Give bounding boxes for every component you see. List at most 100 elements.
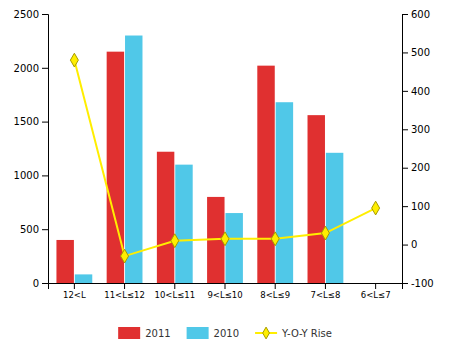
bar bbox=[75, 274, 92, 283]
bar-series bbox=[56, 52, 325, 283]
marker bbox=[321, 226, 329, 240]
legend-swatch bbox=[118, 327, 140, 339]
tick: 0 bbox=[33, 278, 48, 289]
tick: 400 bbox=[402, 86, 430, 97]
tick: 300 bbox=[402, 124, 430, 135]
y-axis: 0 500 1000 1500 2000 2500 bbox=[14, 9, 49, 289]
tick: -100 bbox=[402, 278, 434, 289]
tick: 200 bbox=[402, 162, 430, 173]
tick-mark bbox=[402, 168, 408, 169]
tick-label: 100 bbox=[411, 201, 430, 212]
plot: 12<L 11<L≤12 10<L≤11 9<L≤10 8<L≤9 7<L≤8 6<L≤7 0… bbox=[14, 9, 434, 300]
tick-mark bbox=[402, 14, 408, 15]
tick-label: 2000 bbox=[14, 63, 39, 74]
bar bbox=[157, 152, 174, 283]
bar bbox=[175, 165, 192, 283]
bar bbox=[376, 283, 393, 284]
tick-mark bbox=[275, 283, 276, 289]
legend-label: Y-O-Y Rise bbox=[281, 328, 332, 339]
tick: 8<L≤9 bbox=[260, 283, 290, 300]
tick: 500 bbox=[402, 47, 430, 58]
tick: 2500 bbox=[14, 9, 48, 20]
tick-label: 12<L bbox=[63, 290, 86, 300]
chart: 12<L 11<L≤12 10<L≤11 9<L≤10 8<L≤9 7<L≤8 6<L≤7 0… bbox=[0, 0, 450, 349]
axis-line bbox=[403, 15, 409, 284]
tick-mark bbox=[402, 91, 408, 92]
tick: 100 bbox=[402, 201, 430, 212]
tick: 7<L≤8 bbox=[311, 283, 341, 300]
tick-mark bbox=[402, 129, 408, 130]
bar-series bbox=[75, 36, 344, 283]
tick: 9<L≤10 bbox=[207, 283, 242, 300]
legend: 2011 2010 Y-O-Y Rise bbox=[118, 327, 332, 339]
tick-label: 8<L≤9 bbox=[260, 290, 290, 300]
tick: 600 bbox=[402, 9, 430, 20]
bar bbox=[257, 66, 274, 283]
bar bbox=[125, 36, 142, 283]
axis-line bbox=[49, 284, 403, 290]
bar bbox=[308, 115, 325, 283]
tick-label: 400 bbox=[411, 86, 430, 97]
tick-mark bbox=[225, 283, 226, 289]
tick-label: 500 bbox=[411, 47, 430, 58]
tick: 500 bbox=[20, 224, 48, 235]
bar bbox=[107, 52, 124, 283]
tick-mark bbox=[42, 175, 48, 176]
tick-label: 6<L≤7 bbox=[361, 290, 391, 300]
axis-line bbox=[42, 15, 49, 284]
marker bbox=[171, 234, 179, 248]
tick-label: 1500 bbox=[14, 116, 39, 127]
bar bbox=[56, 240, 73, 283]
tick: 0 bbox=[402, 239, 417, 250]
legend-item: 2011 bbox=[118, 327, 170, 339]
tick-mark bbox=[375, 283, 376, 289]
legend-item: Y-O-Y Rise bbox=[255, 327, 332, 339]
y2-axis: -100 0 100 200 300 400 500 600 bbox=[402, 9, 434, 289]
tick: 2000 bbox=[14, 63, 48, 74]
tick: 1000 bbox=[14, 170, 48, 181]
tick-label: 0 bbox=[411, 239, 417, 250]
bar bbox=[225, 213, 242, 283]
bar bbox=[276, 102, 293, 283]
tick-mark bbox=[124, 283, 125, 289]
tick: 1500 bbox=[14, 116, 48, 127]
tick-label: 200 bbox=[411, 162, 430, 173]
tick-mark bbox=[42, 229, 48, 230]
line-series bbox=[70, 53, 379, 263]
tick-label: -100 bbox=[411, 278, 434, 289]
marker bbox=[70, 53, 78, 67]
legend-swatch bbox=[263, 327, 270, 339]
tick-label: 600 bbox=[411, 9, 430, 20]
marker bbox=[372, 201, 380, 215]
marker bbox=[121, 249, 129, 263]
legend-item: 2010 bbox=[187, 327, 239, 339]
tick-mark bbox=[174, 283, 175, 289]
tick-mark bbox=[402, 283, 408, 284]
marker bbox=[221, 232, 229, 246]
tick-mark bbox=[42, 68, 48, 69]
line bbox=[74, 60, 375, 256]
tick-mark bbox=[42, 14, 48, 15]
tick: 11<L≤12 bbox=[104, 283, 145, 300]
tick-label: 300 bbox=[411, 124, 430, 135]
tick-label: 500 bbox=[20, 224, 39, 235]
tick: 12<L bbox=[63, 283, 86, 300]
tick-mark bbox=[42, 122, 48, 123]
tick-label: 0 bbox=[33, 278, 39, 289]
tick-label: 10<L≤11 bbox=[154, 290, 195, 300]
marker bbox=[271, 232, 279, 246]
x-axis: 12<L 11<L≤12 10<L≤11 9<L≤10 8<L≤9 7<L≤8 6<L≤7 bbox=[49, 283, 403, 300]
tick-mark bbox=[42, 283, 48, 284]
tick-label: 1000 bbox=[14, 170, 39, 181]
tick-label: 11<L≤12 bbox=[104, 290, 145, 300]
bar bbox=[326, 153, 343, 283]
marks bbox=[56, 36, 379, 283]
tick-label: 9<L≤10 bbox=[207, 290, 242, 300]
legend-swatch bbox=[187, 327, 209, 339]
tick: 6<L≤7 bbox=[361, 283, 391, 300]
tick-label: 7<L≤8 bbox=[311, 290, 341, 300]
tick-label: 2500 bbox=[14, 9, 39, 20]
legend-label: 2010 bbox=[214, 328, 239, 339]
tick-mark bbox=[402, 206, 408, 207]
tick-mark bbox=[74, 283, 75, 289]
